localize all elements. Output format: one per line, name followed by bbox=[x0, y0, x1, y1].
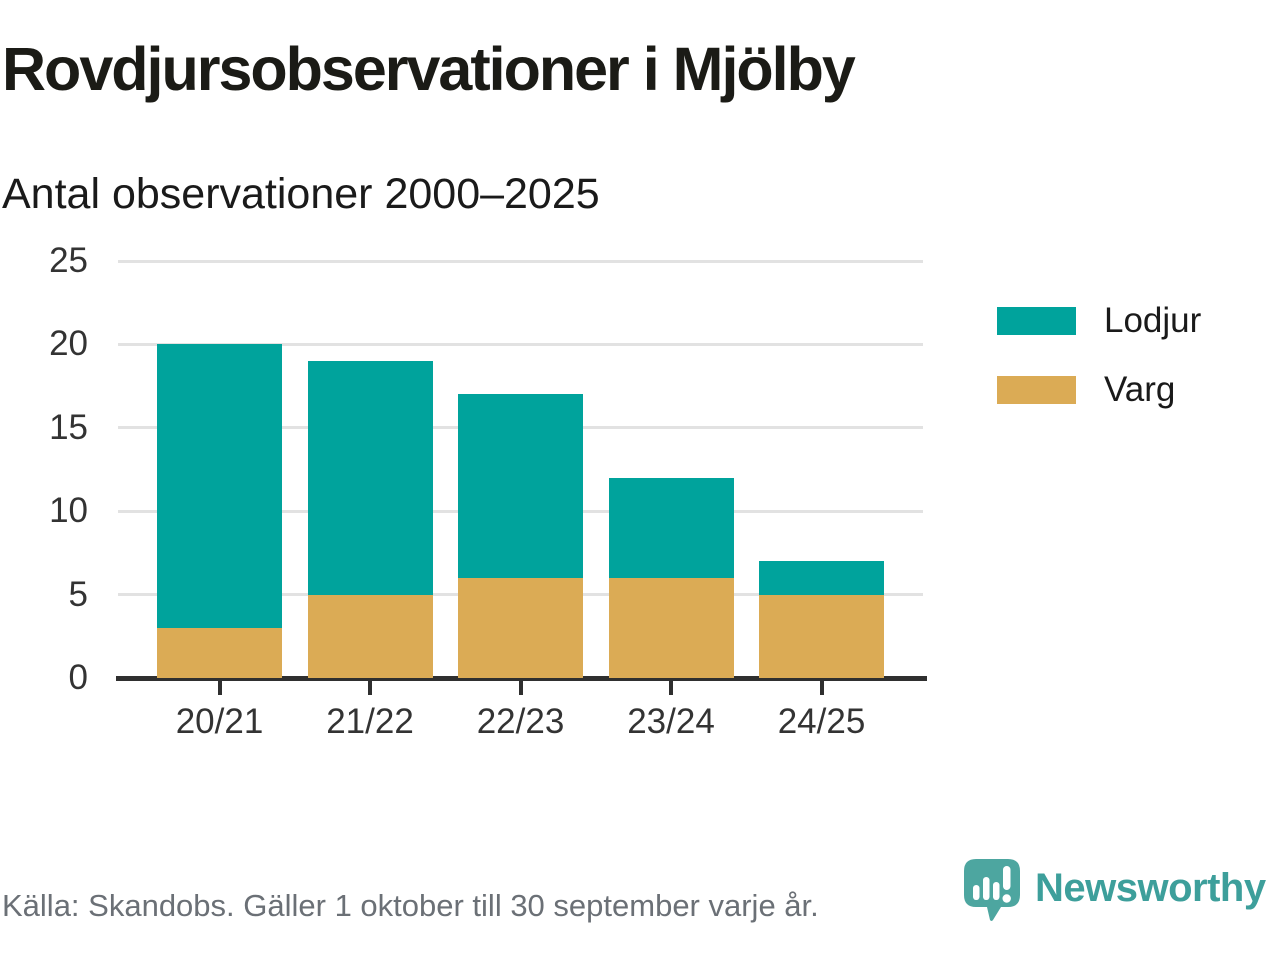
y-axis-tick-label: 10 bbox=[49, 491, 88, 531]
x-axis-tick-label: 22/23 bbox=[476, 702, 565, 741]
bar-segment-lodjur-20-21 bbox=[157, 344, 282, 628]
x-axis-tick bbox=[217, 678, 222, 695]
x-axis-tick-label: 24/25 bbox=[777, 702, 866, 741]
legend-swatch-varg bbox=[997, 376, 1076, 404]
legend-swatch-lodjur bbox=[997, 307, 1076, 335]
y-axis-tick-label: 25 bbox=[49, 241, 88, 280]
chart-title: Rovdjursobservationer i Mjölby bbox=[2, 35, 856, 103]
bar-segment-lodjur-23-24 bbox=[608, 477, 734, 578]
newsworthy-badge-icon bbox=[964, 859, 1020, 921]
x-axis-tick bbox=[368, 678, 372, 695]
x-axis-tick bbox=[819, 678, 824, 695]
x-axis-tick-label: 21/22 bbox=[326, 702, 414, 741]
y-axis-tick-label: 5 bbox=[68, 574, 88, 614]
legend-item-lodjur: Lodjur bbox=[997, 301, 1201, 341]
bar-segment-varg-20-21 bbox=[157, 627, 282, 678]
bar-segment-lodjur-24-25 bbox=[759, 561, 884, 595]
bar-segment-varg-22-23 bbox=[458, 577, 583, 678]
newsworthy-logo: Newsworthy bbox=[963, 858, 1266, 922]
chart-subtitle: Antal observationer 2000–2025 bbox=[2, 170, 600, 218]
x-axis-tick-label: 23/24 bbox=[627, 702, 715, 741]
x-axis-tick-label: 20/21 bbox=[175, 702, 264, 741]
bar-segment-lodjur-21-22 bbox=[307, 361, 433, 595]
y-axis-tick-label: 20 bbox=[49, 324, 88, 364]
y-axis-tick-label: 15 bbox=[49, 407, 88, 447]
legend-item-varg: Varg bbox=[997, 370, 1201, 410]
newsworthy-wordmark: Newsworthy bbox=[1035, 866, 1266, 910]
x-axis-tick bbox=[518, 678, 523, 695]
gridline-20 bbox=[118, 342, 923, 346]
legend: Lodjur Varg bbox=[997, 301, 1201, 410]
bar-segment-varg-21-22 bbox=[307, 594, 433, 678]
gridline-25 bbox=[118, 259, 923, 263]
legend-label: Lodjur bbox=[1104, 301, 1202, 340]
source-note: Källa: Skandobs. Gäller 1 oktober till 3… bbox=[2, 888, 819, 923]
bar-segment-varg-24-25 bbox=[759, 594, 884, 678]
y-axis-tick-label: 0 bbox=[68, 658, 88, 697]
x-axis-tick bbox=[669, 678, 673, 695]
bar-segment-varg-23-24 bbox=[608, 577, 734, 678]
legend-label: Varg bbox=[1104, 370, 1176, 409]
bar-segment-lodjur-22-23 bbox=[458, 394, 583, 578]
